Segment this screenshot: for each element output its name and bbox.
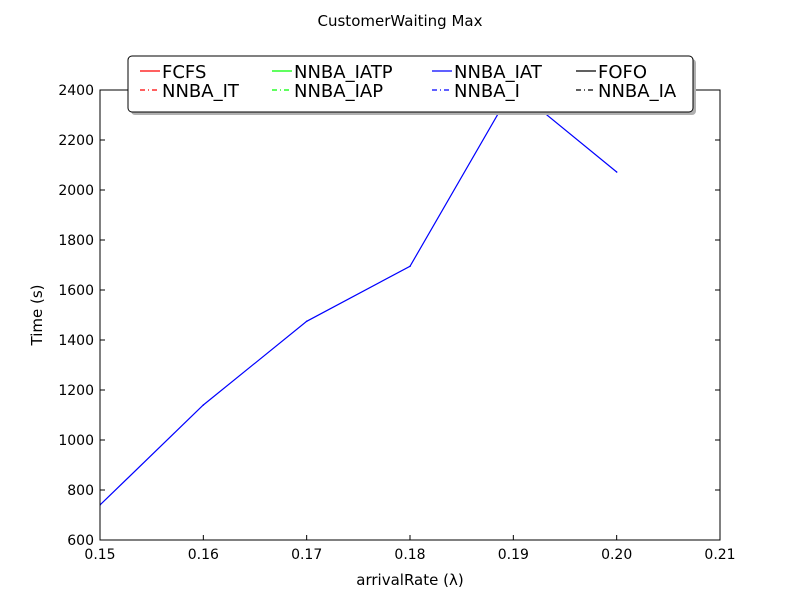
chart-title: CustomerWaiting Max — [318, 12, 483, 30]
x-tick-label: 0.16 — [188, 547, 219, 563]
legend-label: NNBA_IT — [162, 81, 240, 102]
x-tick-label: 0.17 — [291, 547, 322, 563]
y-tick-label: 1200 — [58, 383, 94, 399]
x-tick-label: 0.15 — [84, 547, 115, 563]
legend: FCFS NNBA_IATP NNBA_IAT FOFO NNBA_IT NNBA_IAP… — [127, 55, 696, 115]
legend-box — [127, 55, 694, 113]
legend-label: FCFS — [162, 62, 206, 83]
plot-area — [100, 90, 720, 540]
legend-label: NNBA_IAT — [454, 62, 543, 83]
x-tick-label: 0.18 — [394, 547, 425, 563]
y-tick-label: 1400 — [58, 333, 94, 349]
y-tick-label: 2200 — [58, 133, 94, 149]
y-tick-label: 2400 — [58, 83, 94, 99]
legend-label: FOFO — [598, 62, 647, 83]
legend-label: NNBA_IAP — [294, 81, 383, 102]
legend-label: NNBA_IA — [598, 81, 677, 102]
data-point — [202, 404, 205, 406]
y-tick-label: 800 — [67, 483, 94, 499]
y-tick-label: 1800 — [58, 233, 94, 249]
legend-label: NNBA_I — [454, 81, 520, 102]
data-point — [409, 265, 411, 268]
y-tick-label: 2000 — [58, 183, 94, 199]
y-axis-label: Time (s) — [28, 285, 46, 347]
y-tick-label: 1600 — [58, 283, 94, 299]
x-tick-label: 0.19 — [498, 547, 529, 563]
x-tick-label: 0.20 — [601, 547, 632, 563]
x-tick-label: 0.21 — [704, 547, 735, 563]
x-axis-label: arrivalRate (λ) — [356, 571, 463, 589]
y-tick-label: 600 — [67, 533, 94, 549]
data-point — [615, 171, 618, 173]
legend-label: NNBA_IATP — [294, 62, 393, 83]
y-tick-label: 1000 — [58, 433, 94, 449]
data-point — [305, 320, 308, 323]
axis-ticks: 0.15 0.16 0.17 0.18 0.19 0.20 0.21 600 800 1000 12… — [58, 83, 735, 563]
